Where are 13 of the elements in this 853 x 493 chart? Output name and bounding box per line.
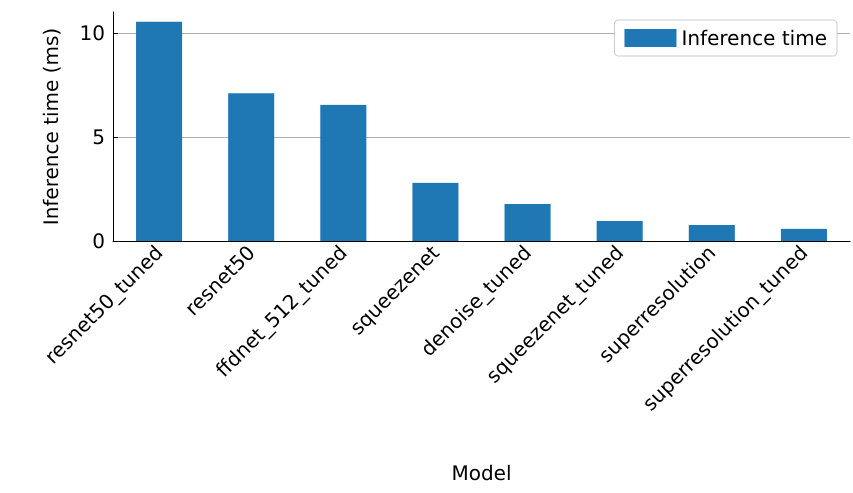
- bar: [412, 182, 458, 241]
- y-tick-label: 10: [80, 20, 105, 45]
- legend-label: Inference time: [681, 26, 828, 50]
- bar: [228, 93, 274, 241]
- bar: [688, 224, 735, 241]
- y-axis-title: Inference time (ms): [39, 28, 63, 226]
- bar: [136, 22, 182, 241]
- bar: [780, 228, 827, 241]
- bar: [320, 104, 366, 241]
- y-tick-label: 5: [92, 124, 105, 149]
- x-axis-title: Model: [451, 461, 512, 485]
- bar: [596, 221, 643, 241]
- bar: [504, 204, 551, 241]
